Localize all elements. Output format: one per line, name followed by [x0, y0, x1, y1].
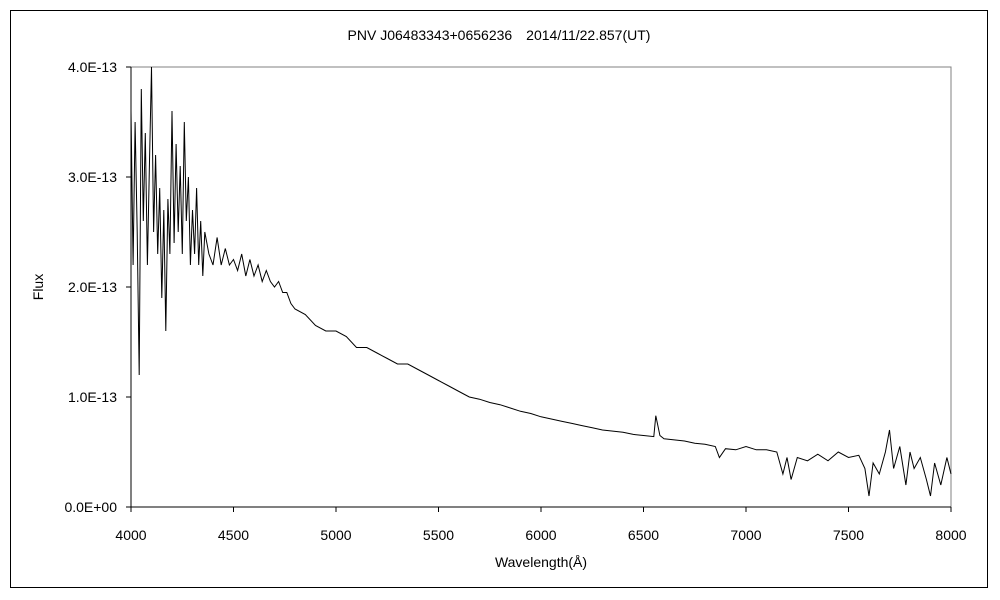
spectrum-line	[130, 66, 952, 497]
plot-area	[130, 66, 952, 508]
y-tick-label: 1.0E-13	[68, 389, 117, 405]
x-tick-label: 5000	[320, 527, 351, 543]
x-tick-label: 8000	[935, 527, 966, 543]
x-tick-label: 4000	[115, 527, 146, 543]
x-tick-label: 5500	[423, 527, 454, 543]
x-tick-label: 7000	[730, 527, 761, 543]
x-tick-label: 6000	[525, 527, 556, 543]
y-tick-label: 0.0E+00	[64, 499, 117, 515]
x-axis-title: Wavelength(Å)	[495, 554, 587, 570]
y-axis-title: Flux	[30, 274, 46, 300]
y-tick-label: 4.0E-13	[68, 59, 117, 75]
x-tick-label: 6500	[628, 527, 659, 543]
x-axis: 4000 4500 5000 5500 6000 6500 7000 7500 8000	[115, 507, 967, 543]
x-tick-label: 7500	[833, 527, 864, 543]
chart-title: PNV J06483343+0656236 2014/11/22.857(UT)	[348, 27, 651, 43]
x-tick-label: 4500	[218, 527, 249, 543]
y-tick-label: 2.0E-13	[68, 279, 117, 295]
chart-frame	[10, 10, 988, 588]
y-tick-label: 3.0E-13	[68, 169, 117, 185]
y-axis: 0.0E+00 1.0E-13 2.0E-13 3.0E-13 4.0E-13	[64, 59, 131, 515]
